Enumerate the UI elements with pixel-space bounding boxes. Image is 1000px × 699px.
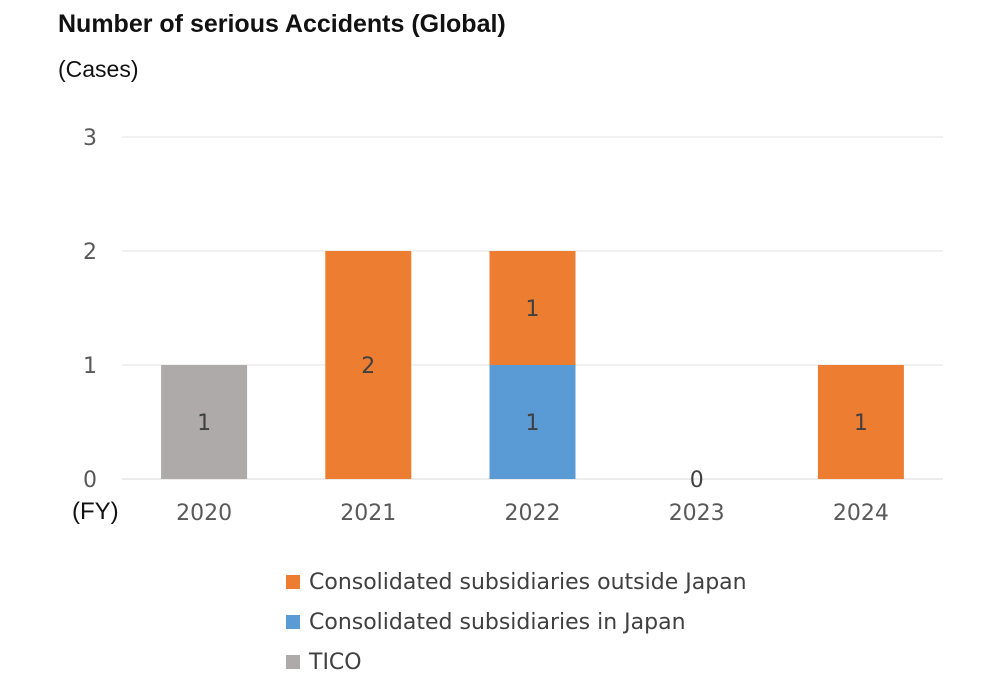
x-tick-label: 2022 (505, 501, 561, 526)
legend-item-in-japan: Consolidated subsidiaries in Japan (286, 602, 747, 642)
y-tick-label: 3 (83, 126, 97, 151)
bar-2022-series-1 (489, 365, 576, 479)
y-axis-unit-label: (Cases) (58, 56, 139, 82)
legend-item-tico: TICO (286, 642, 747, 682)
legend-swatch-tico (286, 655, 300, 669)
x-tick-label: 2020 (176, 501, 232, 526)
x-tick-label: 2024 (833, 501, 889, 526)
legend-swatch-outside-japan (286, 575, 300, 589)
data-label-2022: 1 (526, 411, 540, 436)
chart-plot: 1 2 1 1 0 1 0 1 2 3 2020 2021 2022 2023 2024 (83, 126, 943, 526)
data-label-2022: 1 (526, 297, 540, 322)
legend-swatch-in-japan (286, 615, 300, 629)
bar-2022-series-2 (489, 251, 576, 365)
x-axis-unit-label: (FY) (72, 498, 119, 525)
x-tick-label: 2021 (340, 501, 396, 526)
data-label-2023: 0 (690, 468, 704, 493)
y-tick-label: 0 (83, 468, 97, 493)
legend-item-outside-japan: Consolidated subsidiaries outside Japan (286, 562, 747, 602)
x-tick-label: 2023 (669, 501, 725, 526)
y-tick-label: 2 (83, 240, 97, 265)
legend-label-outside-japan: Consolidated subsidiaries outside Japan (309, 569, 747, 595)
chart-legend: Consolidated subsidiaries outside Japan … (286, 562, 747, 682)
bar-2020-series-0 (161, 365, 248, 479)
chart-title: Number of serious Accidents (Global) (58, 10, 506, 38)
legend-label-in-japan: Consolidated subsidiaries in Japan (309, 609, 686, 635)
data-label-2021: 2 (361, 354, 375, 379)
y-tick-label: 1 (83, 354, 97, 379)
data-label-2020: 1 (197, 411, 211, 436)
bar-2021-series-2 (325, 251, 412, 479)
legend-label-tico: TICO (309, 649, 362, 675)
data-label-2024: 1 (854, 411, 868, 436)
bar-2024-series-2 (817, 365, 904, 479)
